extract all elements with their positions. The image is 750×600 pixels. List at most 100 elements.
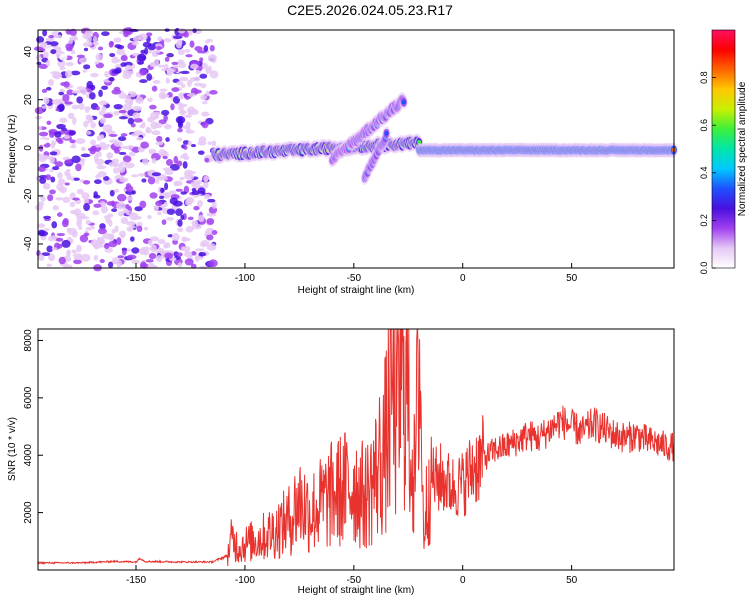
colorbar-tick-label: 0.8 — [699, 71, 709, 84]
spectrogram-cell — [102, 124, 113, 133]
spectrogram-cell — [150, 244, 157, 253]
spectrogram-cell — [43, 51, 49, 60]
spectrogram-cell — [176, 160, 183, 167]
spectrogram-cell — [78, 225, 83, 231]
spectrogram-cell — [48, 79, 54, 87]
spectrogram-cell — [120, 62, 127, 67]
spectrogram-cell — [177, 137, 183, 142]
spectrogram-cell — [158, 176, 168, 181]
spectrogram-cell — [117, 136, 127, 142]
colorbar-tick-label: 0.2 — [699, 214, 709, 227]
spectrogram-cell — [155, 45, 162, 51]
spectrogram-cell — [139, 79, 148, 84]
spectrogram-cell — [90, 72, 99, 78]
spectrogram-cell — [201, 101, 208, 105]
spectrogram-cell — [156, 84, 161, 90]
spectrogram-cell — [151, 85, 158, 92]
spectrogram-cell — [132, 112, 141, 119]
spectrogram-cell — [186, 171, 197, 175]
colorbar-ticks: 0.0 0.2 0.4 0.6 0.8 — [699, 71, 716, 274]
spectrogram-cell — [64, 70, 73, 78]
spectrogram-cell — [43, 215, 52, 220]
spectrogram-cell — [97, 228, 107, 235]
spectrogram-cell — [135, 136, 143, 141]
spectrogram-cell — [83, 203, 91, 212]
spectrogram-cell — [69, 139, 76, 144]
spectrogram-cell — [160, 94, 170, 98]
spectrogram-cell — [137, 33, 148, 41]
spectrogram-cell — [63, 81, 70, 88]
spectrogram-ylabel: Frequency (Hz) — [7, 115, 18, 184]
spectrogram-cell — [147, 50, 153, 54]
spectrogram-cell — [165, 158, 174, 166]
snr-xtick-label: -50 — [347, 575, 362, 586]
spectrogram-cell — [116, 259, 123, 268]
spectrogram-cell — [69, 145, 77, 149]
spectrogram-cell — [91, 239, 98, 247]
spectrogram-cell — [197, 50, 207, 54]
spectrogram-cell — [184, 49, 191, 53]
spectrogram-cell — [41, 105, 47, 109]
spectrogram-panel: -150 -100 -50 0 50 -40 -20 0 20 40 Height of stra… — [7, 27, 678, 296]
spectrogram-cell — [177, 127, 183, 133]
spectrogram-cell — [171, 87, 180, 93]
spectrogram-cell — [37, 201, 45, 207]
spectrogram-cell — [76, 220, 83, 227]
spectrogram-cell — [109, 53, 116, 58]
spectrogram-cell — [54, 131, 62, 138]
spectrogram-cell — [133, 118, 143, 123]
spectrogram-cell — [122, 103, 133, 111]
spectrogram-cell — [204, 229, 212, 236]
spectrogram-cell — [177, 219, 183, 227]
spectrogram-cell — [188, 29, 193, 36]
spectrogram-cell — [185, 127, 192, 134]
spectrogram-cell — [197, 214, 205, 223]
spectrogram-cell — [177, 121, 184, 129]
spectrogram-cell — [109, 130, 116, 134]
spectrogram-cell — [147, 97, 153, 102]
snr-series-line — [37, 328, 675, 567]
spectrogram-cell — [69, 36, 79, 41]
spectrogram-cell — [75, 138, 86, 144]
spectrogram-cell — [72, 116, 77, 125]
spectrogram-cell — [83, 47, 89, 52]
spectrogram-cell — [53, 73, 61, 79]
spectrogram-cell — [144, 47, 149, 55]
spectrogram-cell — [101, 31, 110, 37]
spectrogram-cell — [163, 201, 168, 208]
spectrogram-cell — [148, 252, 157, 260]
spectrogram-cell — [189, 77, 196, 83]
spectrogram-cell — [93, 254, 99, 261]
spectrogram-cell — [197, 140, 207, 146]
spectrogram-cell — [79, 234, 89, 243]
spectrogram-cell — [132, 215, 142, 220]
spectrogram-cell — [142, 158, 149, 166]
spectrogram-ytick-label: 0 — [23, 145, 34, 151]
spectrogram-cell — [182, 125, 191, 130]
spectrogram-cell — [124, 64, 133, 71]
spectrogram-cell — [143, 226, 149, 231]
spectrogram-cell — [175, 40, 183, 49]
spectrogram-cell — [64, 159, 73, 164]
spectrogram-cell — [180, 70, 190, 75]
snr-ytick-label: 4000 — [23, 444, 34, 467]
spectrogram-axis-ticks: -150 -100 -50 0 50 -40 -20 0 20 40 — [23, 46, 578, 284]
spectrogram-cell — [104, 71, 110, 78]
spectrogram-cell — [80, 153, 91, 158]
spectrogram-cell — [85, 219, 92, 225]
spectrogram-cell — [204, 157, 210, 163]
spectrogram-cell — [156, 135, 163, 143]
snr-xtick-label: -150 — [126, 575, 146, 586]
spectrogram-cell — [102, 232, 113, 240]
spectrogram-cell — [127, 117, 135, 125]
colorbar-gradient — [712, 30, 735, 268]
spectrogram-cell — [109, 133, 118, 138]
spectrogram-xtick-label: 0 — [460, 273, 466, 284]
spectrogram-cell — [209, 90, 218, 95]
spectrogram-cell — [36, 250, 41, 257]
spectrogram-cell — [190, 63, 199, 70]
spectrogram-cell — [201, 111, 210, 117]
spectrogram-cell — [52, 205, 59, 211]
spectrogram-cell — [203, 193, 211, 200]
